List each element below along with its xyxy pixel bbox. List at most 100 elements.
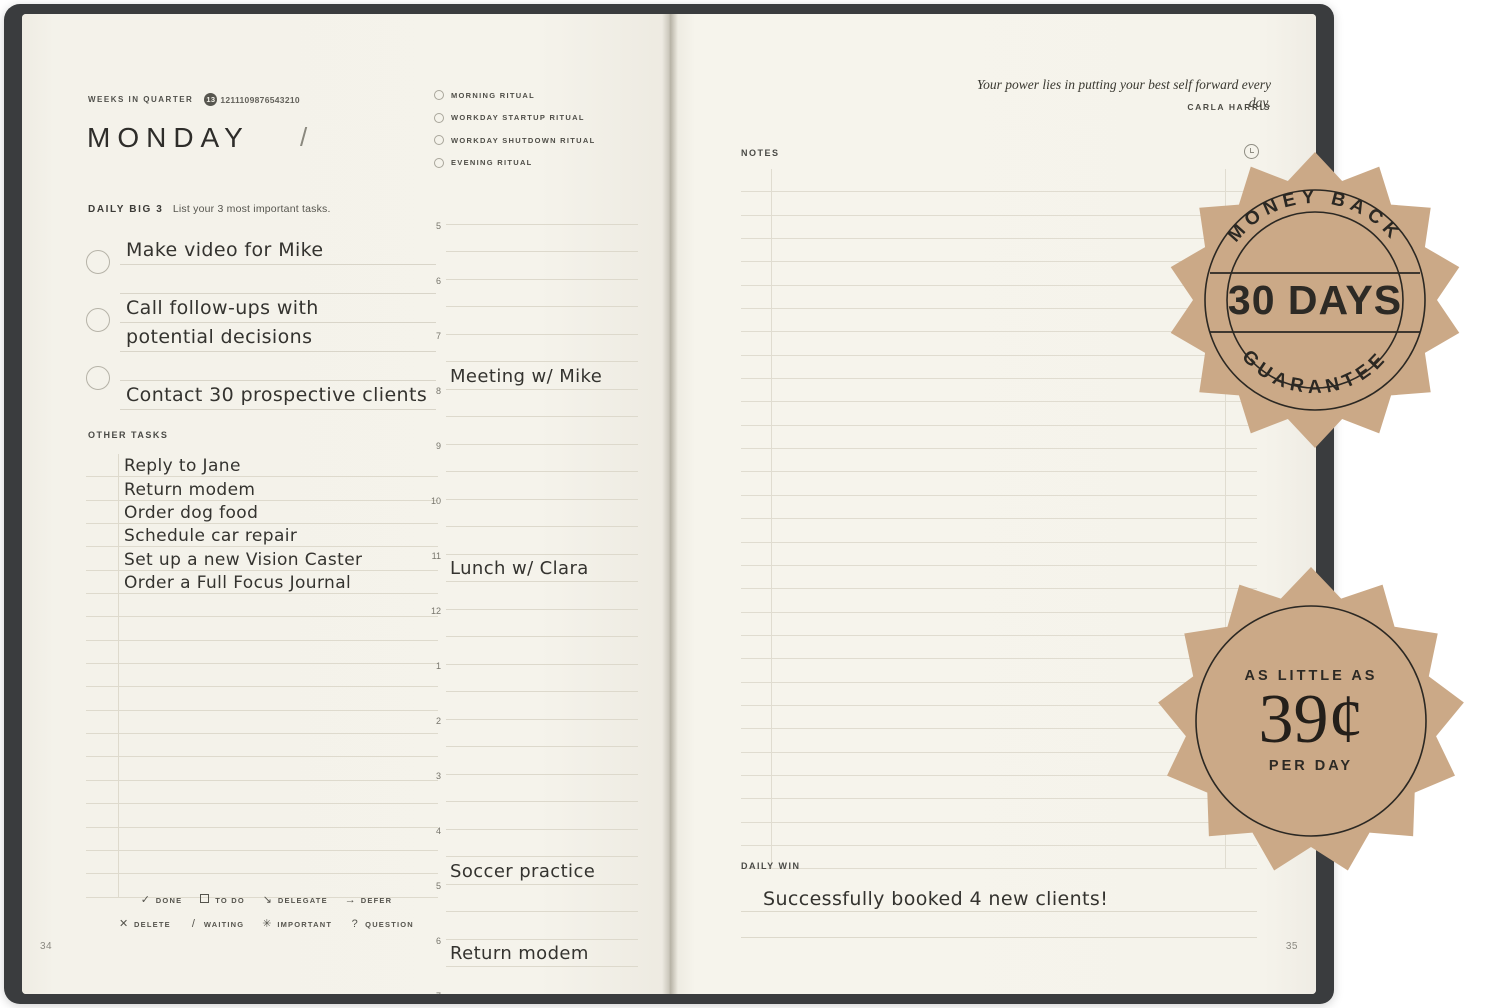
task-line[interactable]: Make video for Mike bbox=[120, 236, 436, 265]
other-task-row[interactable]: Return modem bbox=[86, 477, 438, 501]
other-tasks-list[interactable]: Reply to Jane Return modem Order dog food S… bbox=[86, 454, 438, 898]
schedule-slot[interactable] bbox=[426, 830, 638, 857]
task-line[interactable]: Call follow-ups with bbox=[120, 294, 436, 323]
schedule-slot[interactable]: 6 bbox=[426, 912, 638, 946]
notes-row[interactable] bbox=[741, 519, 1257, 543]
schedule-slot[interactable]: 11 bbox=[426, 527, 638, 561]
notes-row[interactable] bbox=[741, 706, 1257, 730]
task-line[interactable]: Contact 30 prospective clients bbox=[120, 381, 436, 410]
weeks-number[interactable]: 12 bbox=[220, 95, 231, 105]
weeks-current-week[interactable]: 13 bbox=[204, 92, 218, 106]
weeks-number[interactable]: 8 bbox=[254, 95, 260, 105]
weeks-number[interactable]: 0 bbox=[294, 95, 300, 105]
notes-row[interactable] bbox=[741, 729, 1257, 753]
other-task-row[interactable]: Order a Full Focus Journal bbox=[86, 571, 438, 595]
weeks-number[interactable]: 4 bbox=[274, 95, 280, 105]
other-task-row[interactable] bbox=[86, 781, 438, 805]
notes-row[interactable] bbox=[741, 449, 1257, 473]
schedule-slot[interactable] bbox=[426, 335, 638, 362]
notes-row[interactable] bbox=[741, 659, 1257, 683]
schedule-slot[interactable]: 3 bbox=[426, 747, 638, 781]
schedule-slot[interactable]: 7 bbox=[426, 967, 638, 994]
schedule-slot[interactable] bbox=[426, 720, 638, 747]
schedule-slot[interactable]: 7 bbox=[426, 307, 638, 341]
daily-big-3-item[interactable]: Contact 30 prospective clients bbox=[86, 352, 436, 410]
schedule-slot[interactable]: 4 bbox=[426, 802, 638, 836]
other-task-row[interactable] bbox=[86, 851, 438, 875]
weeks-number[interactable]: 6 bbox=[264, 95, 270, 105]
task-checkbox[interactable] bbox=[86, 250, 110, 274]
notes-lined-area[interactable] bbox=[741, 169, 1257, 870]
schedule-slot[interactable]: 2 bbox=[426, 692, 638, 726]
ritual-item[interactable]: EVENING RITUAL bbox=[434, 157, 634, 168]
daily-big-3-item[interactable]: Make video for Mike bbox=[86, 236, 436, 294]
notes-row[interactable] bbox=[741, 239, 1257, 263]
task-line[interactable] bbox=[120, 352, 436, 381]
weeks-number-list[interactable]: 1211109876543210 bbox=[220, 90, 300, 108]
weeks-number[interactable]: 2 bbox=[284, 95, 290, 105]
other-task-row[interactable]: Order dog food bbox=[86, 501, 438, 525]
other-task-row[interactable] bbox=[86, 804, 438, 828]
notes-row[interactable] bbox=[741, 566, 1257, 590]
weeks-number[interactable]: 3 bbox=[279, 95, 285, 105]
notes-row[interactable] bbox=[741, 169, 1257, 193]
schedule-slot[interactable] bbox=[426, 225, 638, 252]
notes-row[interactable] bbox=[741, 286, 1257, 310]
notes-row[interactable] bbox=[741, 543, 1257, 566]
ritual-item[interactable]: MORNING RITUAL bbox=[434, 90, 634, 100]
weeks-number[interactable]: 5 bbox=[269, 95, 275, 105]
other-task-row[interactable] bbox=[86, 734, 438, 758]
task-line[interactable] bbox=[120, 265, 436, 294]
other-task-row[interactable] bbox=[86, 828, 438, 851]
notes-row[interactable] bbox=[741, 589, 1257, 613]
notes-row[interactable] bbox=[741, 332, 1257, 356]
ritual-checkbox[interactable] bbox=[434, 90, 444, 100]
notes-row[interactable] bbox=[741, 823, 1257, 846]
other-task-row[interactable] bbox=[86, 664, 438, 688]
daily-big-3-item[interactable]: Call follow-ups with potential decisions bbox=[86, 294, 436, 352]
schedule-slot[interactable] bbox=[426, 445, 638, 472]
hourly-schedule[interactable]: 5 6 7 8 Meeting w/ Mike 9 10 11 Lunch w/ Clara 12… bbox=[426, 197, 638, 994]
other-task-row[interactable]: Schedule car repair bbox=[86, 524, 438, 548]
weeks-in-quarter-tracker[interactable]: WEEKS IN QUARTER 13 1211109876543210 bbox=[88, 90, 300, 108]
task-checkbox[interactable] bbox=[86, 308, 110, 332]
ritual-item[interactable]: WORKDAY STARTUP RITUAL bbox=[434, 112, 634, 123]
notes-row[interactable] bbox=[741, 496, 1257, 520]
notes-row[interactable] bbox=[741, 683, 1257, 706]
other-task-row[interactable] bbox=[86, 687, 438, 711]
notes-row[interactable] bbox=[741, 309, 1257, 333]
notes-row[interactable] bbox=[741, 402, 1257, 426]
notes-row[interactable] bbox=[741, 776, 1257, 800]
weeks-number[interactable]: 11 bbox=[230, 95, 240, 105]
schedule-slot[interactable]: Return modem bbox=[426, 940, 638, 967]
schedule-slot[interactable]: 5 Soccer practice bbox=[426, 857, 638, 891]
schedule-slot[interactable] bbox=[426, 280, 638, 307]
schedule-slot[interactable] bbox=[426, 775, 638, 802]
schedule-slot[interactable]: Lunch w/ Clara bbox=[426, 555, 638, 582]
task-checkbox[interactable] bbox=[86, 366, 110, 390]
schedule-slot[interactable]: 5 bbox=[426, 197, 638, 231]
other-task-row[interactable]: Reply to Jane bbox=[86, 454, 438, 478]
notes-row[interactable] bbox=[741, 753, 1257, 776]
notes-row[interactable] bbox=[741, 636, 1257, 660]
other-task-row[interactable] bbox=[86, 757, 438, 781]
other-task-row[interactable] bbox=[86, 617, 438, 641]
schedule-slot[interactable]: 10 bbox=[426, 472, 638, 506]
ritual-checkbox[interactable] bbox=[434, 112, 444, 123]
notes-row[interactable] bbox=[741, 379, 1257, 403]
daily-win-row[interactable]: Successfully booked 4 new clients! bbox=[741, 886, 1257, 912]
notes-row[interactable] bbox=[741, 799, 1257, 823]
ritual-checklist[interactable]: MORNING RITUAL WORKDAY STARTUP RITUAL WORK… bbox=[434, 90, 634, 180]
schedule-slot[interactable]: 8 Meeting w/ Mike bbox=[426, 362, 638, 396]
notes-row[interactable] bbox=[741, 356, 1257, 380]
notes-row[interactable] bbox=[741, 426, 1257, 450]
notes-row[interactable] bbox=[741, 613, 1257, 636]
weeks-number[interactable]: 7 bbox=[259, 95, 265, 105]
schedule-slot[interactable]: 9 bbox=[426, 417, 638, 451]
notes-row[interactable] bbox=[741, 846, 1257, 870]
schedule-slot[interactable] bbox=[426, 665, 638, 692]
weeks-number[interactable]: 9 bbox=[249, 95, 255, 105]
schedule-slot[interactable]: 1 bbox=[426, 637, 638, 671]
schedule-slot[interactable] bbox=[426, 885, 638, 912]
schedule-slot[interactable]: 12 bbox=[426, 582, 638, 616]
